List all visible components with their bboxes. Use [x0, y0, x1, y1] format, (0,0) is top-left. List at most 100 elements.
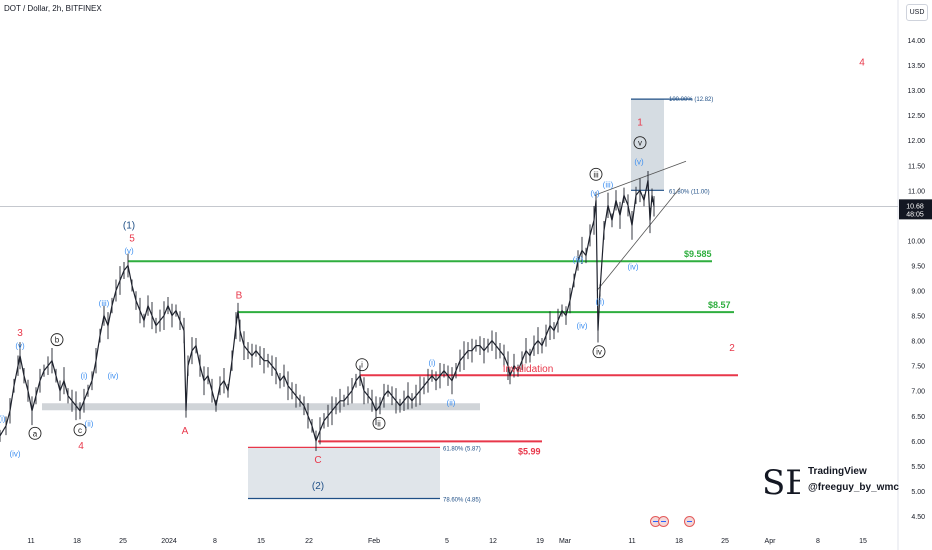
x-tick-label: Feb — [368, 538, 380, 545]
wave-label: 4 — [859, 58, 865, 69]
y-tick-label: 11.50 — [908, 163, 925, 170]
brand-label: TradingView — [808, 466, 867, 477]
x-tick-label: 11 — [27, 538, 34, 545]
wedge-lower-line — [596, 187, 681, 291]
x-tick-label: 8 — [816, 538, 820, 545]
wave-label: (2) — [312, 481, 324, 492]
wave-label: (v) — [124, 246, 134, 255]
author-handle: @freeguy_by_wmc — [808, 482, 899, 493]
y-tick-label: 13.00 — [907, 88, 925, 95]
y-tick-label: 8.50 — [911, 314, 925, 321]
tradingview-watermark: SB TradingView @freeguy_by_wmc — [760, 458, 920, 506]
wave-circle — [355, 358, 369, 372]
y-tick-label: 7.50 — [911, 364, 925, 371]
y-tick-label: 6.50 — [911, 414, 925, 421]
wave-circle — [372, 416, 386, 430]
us-event-icon[interactable] — [684, 516, 695, 527]
wave-label: (iv) — [627, 262, 638, 271]
x-tick-label: 19 — [536, 538, 544, 545]
wave-label: (iii) — [573, 255, 584, 264]
wave-label: 5 — [129, 233, 135, 244]
x-tick-label: 15 — [257, 538, 265, 545]
wave-circle — [28, 426, 42, 440]
wave-label: A — [182, 426, 189, 437]
fib-label: 61.80% (5.87) — [443, 446, 481, 452]
wave-label: (iv) — [107, 372, 118, 381]
y-tick-label: 9.50 — [911, 263, 925, 270]
price-tag-countdown: 48:05 — [906, 211, 924, 218]
wave-label: b — [55, 336, 60, 345]
wave-circle — [73, 423, 87, 437]
wave-label: c — [78, 426, 82, 435]
chart-title: DOT / Dollar, 2h, BITFINEX — [4, 4, 102, 13]
wave-label: (i) — [428, 359, 435, 368]
us-event-icon[interactable] — [658, 516, 669, 527]
fib-target-box — [631, 99, 664, 191]
level-label: $9.585 — [684, 249, 712, 259]
wave-label: (v) — [15, 342, 25, 351]
wave-label: iv — [596, 348, 602, 357]
x-tick-label: 5 — [445, 538, 449, 545]
y-tick-label: 5.00 — [911, 489, 925, 496]
currency-button[interactable]: USD — [906, 4, 928, 21]
y-tick-label: 11.00 — [908, 188, 925, 195]
wave-circle — [50, 333, 64, 347]
price-series-line — [0, 180, 655, 443]
y-tick-label: 12.00 — [907, 138, 925, 145]
wave-label: B — [236, 291, 243, 302]
level-label: $8.57 — [708, 300, 731, 310]
fib-label: 61.80% (11.00) — [669, 189, 710, 195]
wave-label: 4 — [78, 441, 84, 452]
wave-label: i — [361, 361, 363, 370]
x-tick-label: 25 — [119, 538, 127, 545]
wave-label: (v) — [590, 189, 600, 198]
wave-label: 1 — [637, 118, 643, 129]
wave-label: iii — [593, 170, 599, 179]
x-tick-label: Mar — [559, 538, 572, 545]
x-tick-label: 22 — [305, 538, 313, 545]
x-tick-label: 15 — [859, 538, 867, 545]
y-tick-label: 13.50 — [907, 63, 925, 70]
x-tick-label: 11 — [628, 538, 635, 545]
wave-circle — [592, 345, 606, 359]
y-tick-label: 14.00 — [907, 38, 925, 45]
x-tick-label: 25 — [721, 538, 729, 545]
wave-label: (i) — [0, 414, 6, 423]
wave-label: (v) — [634, 157, 644, 166]
wave-circle — [633, 136, 647, 150]
y-tick-label: 8.00 — [911, 339, 925, 346]
wave-label: (1) — [123, 220, 135, 231]
x-tick-label: Apr — [765, 538, 777, 545]
wave-label: (iv) — [576, 322, 587, 331]
x-tick-label: 12 — [489, 538, 497, 545]
wave-label: v — [638, 139, 642, 148]
y-tick-label: 6.00 — [911, 439, 925, 446]
fib-support-box — [248, 447, 440, 499]
wave-label: (ii) — [85, 419, 94, 428]
x-tick-label: 18 — [675, 538, 683, 545]
fib-label: 100.00% (12.82) — [669, 97, 713, 103]
wedge-upper-line — [596, 160, 687, 195]
wave-label: C — [314, 455, 321, 466]
price-tag — [899, 199, 932, 220]
sb-logo-icon: SB — [762, 463, 800, 503]
svg-text:SB: SB — [762, 463, 800, 503]
y-tick-label: 7.00 — [911, 389, 925, 396]
x-tick-label: 2024 — [161, 538, 177, 545]
wave-label: Invalidation — [503, 364, 554, 375]
wave-label: ii — [377, 419, 381, 428]
wave-circle — [589, 167, 603, 181]
x-tick-label: 18 — [73, 538, 81, 545]
wave-label: (iii) — [99, 299, 110, 308]
level-label: $5.99 — [518, 446, 541, 456]
fib-label: 78.60% (4.85) — [443, 497, 481, 503]
x-tick-label: 8 — [213, 538, 217, 545]
wave-label: 3 — [17, 328, 23, 339]
wave-label: (iv) — [9, 449, 20, 458]
wave-label: (iii) — [603, 180, 614, 189]
price-tag-value: 10.68 — [906, 203, 924, 210]
wave-label: (i) — [80, 372, 87, 381]
wave-label: (ii) — [596, 298, 605, 307]
wave-label: (ii) — [447, 398, 456, 407]
